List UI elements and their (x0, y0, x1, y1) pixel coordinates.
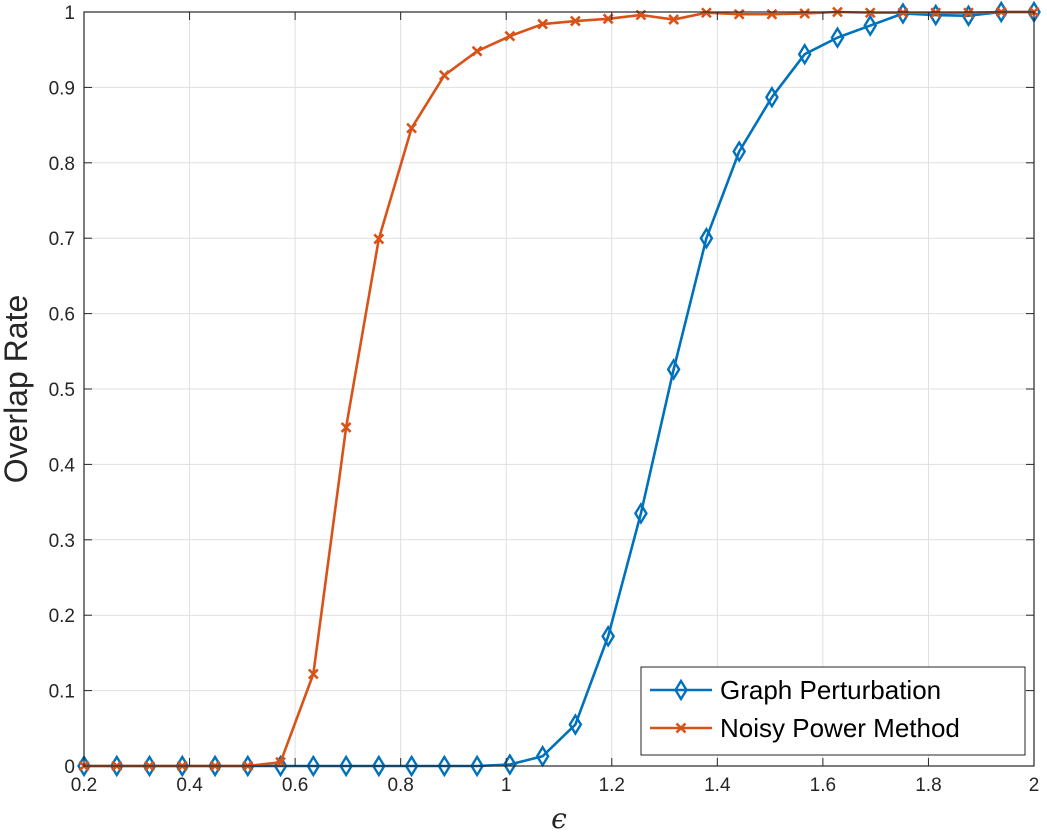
data-point (799, 8, 811, 19)
tick-labels: 0.2 0.4 0.6 0.8 1 1.2 1.4 1.6 1.8 2 0 0.1 0.2 0.3 0.4 0… (49, 3, 1040, 796)
data-point (634, 502, 648, 525)
y-tick-label: 0.7 (49, 229, 75, 250)
data-point (864, 7, 876, 19)
data-point (930, 7, 942, 19)
y-tick-label: 0.5 (49, 380, 75, 401)
y-tick-label: 0.6 (49, 305, 75, 326)
y-tick-label: 0.9 (49, 78, 75, 99)
x-tick-label: 1 (501, 775, 512, 796)
x-tick-label: 2 (1029, 775, 1040, 796)
x-tick-label: 0.8 (387, 775, 413, 796)
data-point (340, 422, 352, 433)
data-point (732, 140, 747, 163)
data-point (504, 30, 516, 42)
data-point (307, 668, 319, 680)
x-tick-label: 0.2 (71, 775, 97, 796)
y-tick-label: 0.3 (49, 531, 75, 552)
data-point (373, 233, 385, 245)
legend-swatch-marker (674, 678, 688, 702)
legend-items: Graph Perturbation Noisy Power Method (650, 675, 960, 743)
legend-label: Graph Perturbation (720, 675, 941, 705)
data-point (569, 15, 581, 27)
data-point (666, 358, 681, 381)
data-point (438, 69, 450, 81)
y-tick-label: 0.1 (49, 682, 75, 703)
axis-ticks (83, 11, 1035, 767)
legend-box (640, 666, 1026, 756)
x-tick-label: 0.4 (176, 775, 203, 796)
data-point (700, 7, 712, 19)
data-point (602, 13, 614, 25)
x-tick-label: 1.4 (704, 775, 731, 796)
data-point (568, 713, 583, 736)
x-tick-label: 1.8 (915, 775, 941, 796)
data-point (404, 754, 419, 778)
x-axis-title: ϵ (551, 802, 567, 835)
data-point (471, 45, 483, 57)
y-tick-label: 0.8 (49, 154, 75, 175)
y-tick-label: 0 (64, 757, 75, 778)
y-axis-title: Overlap Rate (0, 295, 34, 484)
data-point (275, 756, 286, 768)
data-point (537, 18, 549, 30)
data-point (437, 754, 452, 778)
data-point (406, 122, 418, 134)
data-point (470, 754, 484, 778)
data-point (863, 14, 878, 37)
data-point (535, 744, 550, 768)
data-point (766, 8, 778, 20)
y-tick-label: 0.2 (49, 606, 75, 627)
data-point (339, 754, 354, 778)
x-tick-label: 1.2 (599, 775, 625, 796)
data-point (733, 8, 745, 20)
data-point (306, 754, 321, 778)
data-point (699, 226, 714, 250)
legend-swatch-marker (675, 722, 687, 734)
data-point (797, 42, 812, 66)
data-point (764, 85, 779, 109)
data-point (668, 14, 680, 25)
data-point (371, 754, 386, 778)
data-point (963, 7, 974, 19)
y-tick-label: 0.4 (49, 455, 76, 476)
x-tick-label: 1.6 (810, 775, 836, 796)
data-point (601, 625, 616, 648)
legend-label: Noisy Power Method (720, 713, 960, 743)
data-point (830, 26, 845, 49)
data-point (897, 7, 909, 19)
x-tick-label: 0.6 (282, 775, 308, 796)
legend: Graph Perturbation Noisy Power Method (640, 666, 1026, 756)
y-tick-label: 1 (64, 3, 75, 24)
